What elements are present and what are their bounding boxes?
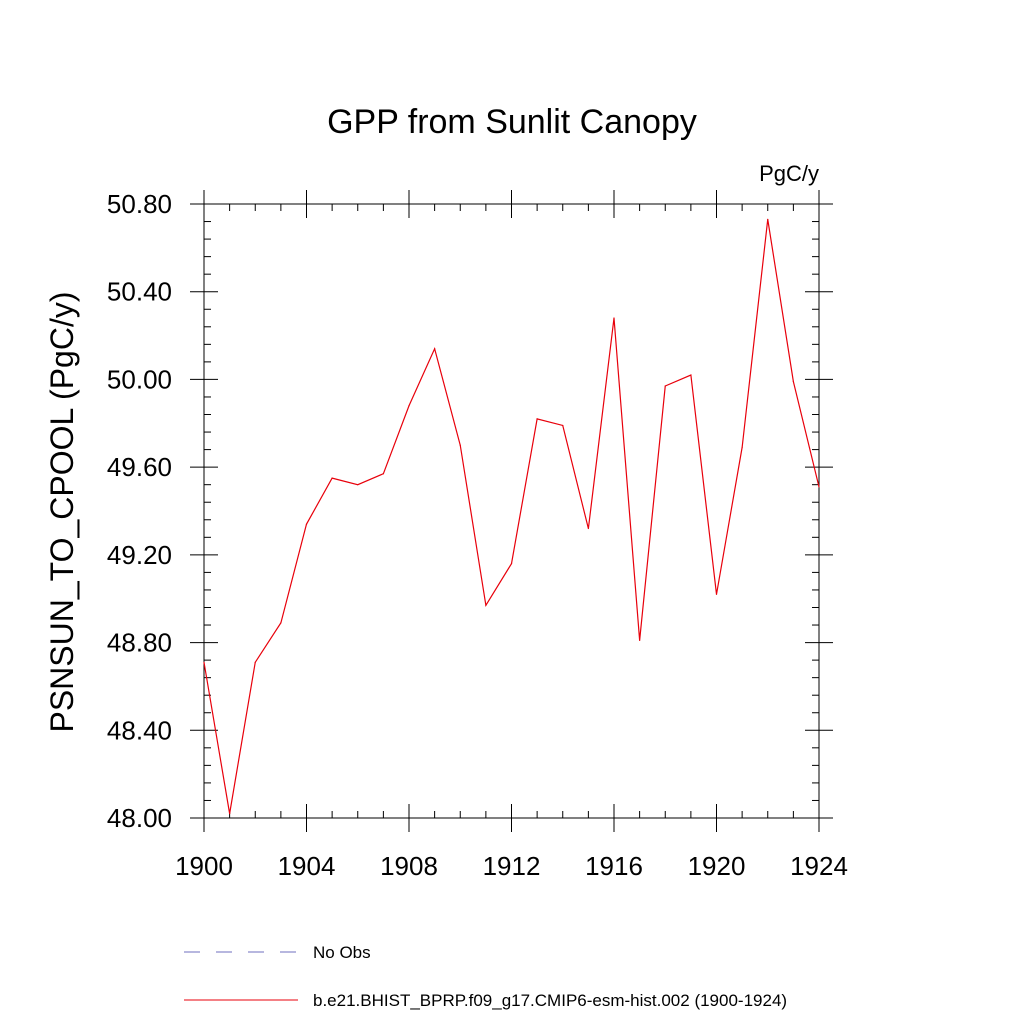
data-point: [715, 593, 718, 595]
y-tick-label: 48.80: [107, 628, 172, 658]
x-tick-label: 1924: [790, 851, 848, 881]
series-line: [203, 219, 820, 814]
data-point: [792, 381, 794, 383]
x-tick-label: 1920: [688, 851, 746, 881]
legend: No Obs b.e21.BHIST_BPRP.f09_g17.CMIP6-esm…: [184, 943, 787, 1010]
y-tick-label: 48.00: [107, 803, 172, 833]
data-point: [613, 317, 615, 319]
y-axis: 48.00 48.40 48.80 49.20 49.60 50.00 50.40 50.80: [107, 189, 833, 833]
data-point: [510, 563, 513, 565]
data-point: [485, 604, 487, 606]
units-label: PgC/y: [759, 161, 819, 186]
chart-title: GPP from Sunlit Canopy: [327, 103, 697, 141]
data-point: [536, 418, 538, 420]
data-point: [382, 473, 384, 475]
y-tick-label: 49.60: [107, 452, 172, 482]
data-point: [434, 348, 436, 350]
y-tick-label: 50.80: [107, 189, 172, 219]
x-tick-label: 1908: [380, 851, 438, 881]
data-point: [767, 218, 769, 220]
data-point: [280, 622, 282, 624]
x-tick-label: 1916: [585, 851, 643, 881]
legend-label: No Obs: [313, 943, 371, 962]
x-tick-label: 1900: [175, 851, 233, 881]
y-tick-label: 50.00: [107, 364, 172, 394]
data-point: [357, 484, 359, 486]
data-point: [818, 486, 820, 488]
x-tick-label: 1912: [483, 851, 541, 881]
data-point: [203, 661, 205, 663]
y-tick-label: 49.20: [107, 540, 172, 570]
y-axis-label: PSNSUN_TO_CPOOL (PgC/y): [44, 292, 80, 733]
data-point: [562, 424, 564, 427]
data-point: [690, 374, 692, 376]
data-point: [459, 444, 461, 446]
x-axis: 1900 1904 1908 1912 1916 1920 1924: [175, 190, 848, 881]
data-point: [331, 477, 333, 479]
data-point: [229, 813, 231, 815]
y-tick-label: 50.40: [107, 277, 172, 307]
x-tick-label: 1904: [278, 851, 336, 881]
y-tick-label: 48.40: [107, 715, 172, 745]
legend-label: b.e21.BHIST_BPRP.f09_g17.CMIP6-esm-hist.…: [313, 991, 787, 1010]
series-group: [203, 218, 820, 815]
data-point: [741, 446, 743, 449]
plot-frame: [203, 203, 820, 819]
data-point: [639, 639, 641, 641]
data-point: [305, 523, 308, 525]
data-point: [587, 527, 589, 530]
data-point: [408, 405, 410, 407]
data-point: [664, 385, 666, 387]
data-point: [254, 661, 256, 663]
